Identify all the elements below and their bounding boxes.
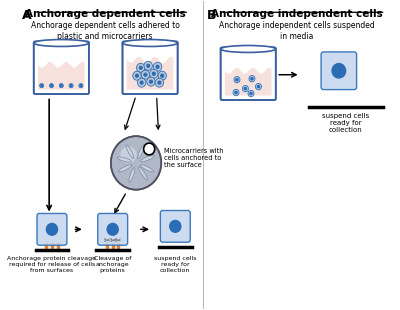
Circle shape <box>79 83 83 88</box>
FancyBboxPatch shape <box>34 42 89 94</box>
Circle shape <box>152 72 155 75</box>
Text: A: A <box>22 9 32 22</box>
Circle shape <box>156 65 159 68</box>
FancyBboxPatch shape <box>37 214 67 245</box>
Circle shape <box>41 85 42 86</box>
FancyBboxPatch shape <box>122 42 178 94</box>
Circle shape <box>249 76 255 82</box>
Text: Cleavage of
anchorage
proteins: Cleavage of anchorage proteins <box>94 256 131 273</box>
Text: Anchorage dependent cells: Anchorage dependent cells <box>25 9 186 19</box>
Circle shape <box>70 85 72 86</box>
Circle shape <box>250 92 252 95</box>
Circle shape <box>138 78 146 87</box>
Text: ✂: ✂ <box>104 236 110 245</box>
Ellipse shape <box>139 167 147 180</box>
Ellipse shape <box>126 145 134 159</box>
Circle shape <box>107 224 118 235</box>
Circle shape <box>51 85 52 86</box>
Circle shape <box>158 81 161 84</box>
Circle shape <box>235 91 237 94</box>
Circle shape <box>332 64 346 78</box>
Text: B: B <box>207 9 216 22</box>
Ellipse shape <box>118 165 132 172</box>
Circle shape <box>248 91 254 97</box>
Polygon shape <box>225 68 272 95</box>
Ellipse shape <box>221 46 276 52</box>
Circle shape <box>144 143 155 155</box>
Circle shape <box>136 63 145 72</box>
Circle shape <box>233 89 239 96</box>
Text: ✂: ✂ <box>110 236 116 245</box>
Circle shape <box>242 86 248 92</box>
Circle shape <box>140 81 143 84</box>
Polygon shape <box>38 62 85 90</box>
Circle shape <box>40 83 44 88</box>
Circle shape <box>111 136 161 190</box>
Text: Anchorage independent cells suspended
in media: Anchorage independent cells suspended in… <box>219 21 375 41</box>
Text: suspend cells
ready for
collection: suspend cells ready for collection <box>322 113 369 133</box>
Circle shape <box>256 83 262 90</box>
Circle shape <box>60 85 62 86</box>
Circle shape <box>50 83 54 88</box>
Circle shape <box>69 83 73 88</box>
Circle shape <box>144 61 152 70</box>
Circle shape <box>144 73 147 76</box>
Circle shape <box>257 86 260 88</box>
Ellipse shape <box>138 144 144 158</box>
Ellipse shape <box>122 40 178 46</box>
Text: Anchorage independent cells: Anchorage independent cells <box>211 9 383 19</box>
Circle shape <box>120 146 136 163</box>
Circle shape <box>136 74 138 77</box>
Circle shape <box>251 78 253 80</box>
Circle shape <box>244 87 246 90</box>
Text: suspend cells
ready for
collection: suspend cells ready for collection <box>154 256 196 273</box>
Text: Anchorage protein cleavage
required for release of cells
from surfaces: Anchorage protein cleavage required for … <box>8 256 96 273</box>
Circle shape <box>46 224 58 235</box>
Circle shape <box>236 78 238 81</box>
Circle shape <box>150 80 152 83</box>
Circle shape <box>141 70 150 79</box>
Ellipse shape <box>117 157 132 162</box>
Ellipse shape <box>34 40 89 46</box>
Circle shape <box>158 71 166 80</box>
Circle shape <box>161 74 164 77</box>
Circle shape <box>80 85 82 86</box>
Text: ✂: ✂ <box>115 236 122 245</box>
Circle shape <box>150 69 158 78</box>
Ellipse shape <box>140 155 154 162</box>
FancyBboxPatch shape <box>160 210 190 242</box>
Text: Anchorage dependent cells adhered to
plastic and microcarriers: Anchorage dependent cells adhered to pla… <box>31 21 180 41</box>
Circle shape <box>133 71 141 80</box>
Circle shape <box>170 220 181 232</box>
Circle shape <box>155 78 164 87</box>
Ellipse shape <box>140 165 154 172</box>
Text: Microcarriers with
cells anchored to
the surface: Microcarriers with cells anchored to the… <box>164 148 224 168</box>
Circle shape <box>234 77 240 83</box>
Circle shape <box>147 64 150 67</box>
FancyBboxPatch shape <box>321 52 356 90</box>
FancyBboxPatch shape <box>98 214 128 245</box>
Ellipse shape <box>129 168 135 182</box>
Polygon shape <box>127 57 174 90</box>
Circle shape <box>139 66 142 69</box>
FancyBboxPatch shape <box>221 47 276 100</box>
Circle shape <box>153 62 162 71</box>
Circle shape <box>59 83 63 88</box>
Circle shape <box>147 77 155 86</box>
